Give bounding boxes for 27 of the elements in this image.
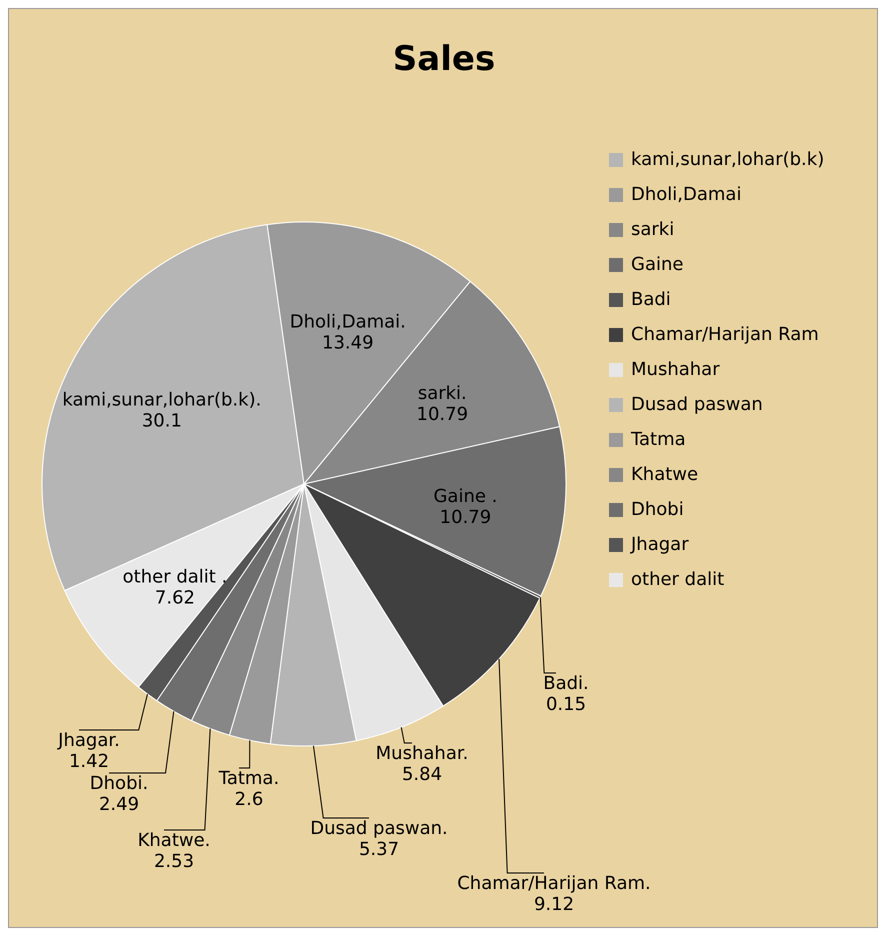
chart-title: Sales: [392, 39, 496, 79]
data-label: Dholi,Damai. 13.49: [290, 312, 406, 354]
legend-label: Khatwe: [631, 464, 698, 485]
data-label: Gaine . 10.79: [433, 486, 498, 528]
data-label: sarki. 10.79: [416, 382, 468, 425]
legend-label: Mushahar: [631, 359, 720, 380]
data-label: Jhagar. 1.42: [57, 730, 120, 772]
legend-label: Dusad paswan: [631, 394, 763, 415]
legend-label: sarki: [631, 219, 674, 240]
legend-label: Tatma: [631, 429, 686, 450]
legend-label: Dhobi: [631, 499, 684, 520]
data-label: Tatma. 2.6: [218, 768, 280, 810]
data-label: kami,sunar,lohar(b.k). 30.1: [62, 389, 262, 432]
legend-label: Gaine: [631, 254, 684, 275]
data-label: Chamar/Harijan Ram. 9.12: [457, 873, 651, 915]
legend-label: Dholi,Damai: [631, 184, 742, 205]
legend-label: other dalit: [631, 569, 724, 590]
data-label: other dalit . 7.62: [122, 566, 228, 609]
legend-label: Chamar/Harijan Ram: [631, 324, 819, 345]
data-label: Dhobi. 2.49: [90, 773, 148, 815]
data-label: Khatwe. 2.53: [138, 830, 210, 872]
legend-label: Badi: [631, 289, 671, 310]
legend-label: kami,sunar,lohar(b.k): [631, 149, 824, 170]
legend-label: Jhagar: [631, 534, 689, 555]
data-label: Dusad paswan. 5.37: [310, 818, 448, 860]
data-label: Badi. 0.15: [543, 673, 589, 715]
data-label: Mushahar. 5.84: [376, 743, 468, 785]
